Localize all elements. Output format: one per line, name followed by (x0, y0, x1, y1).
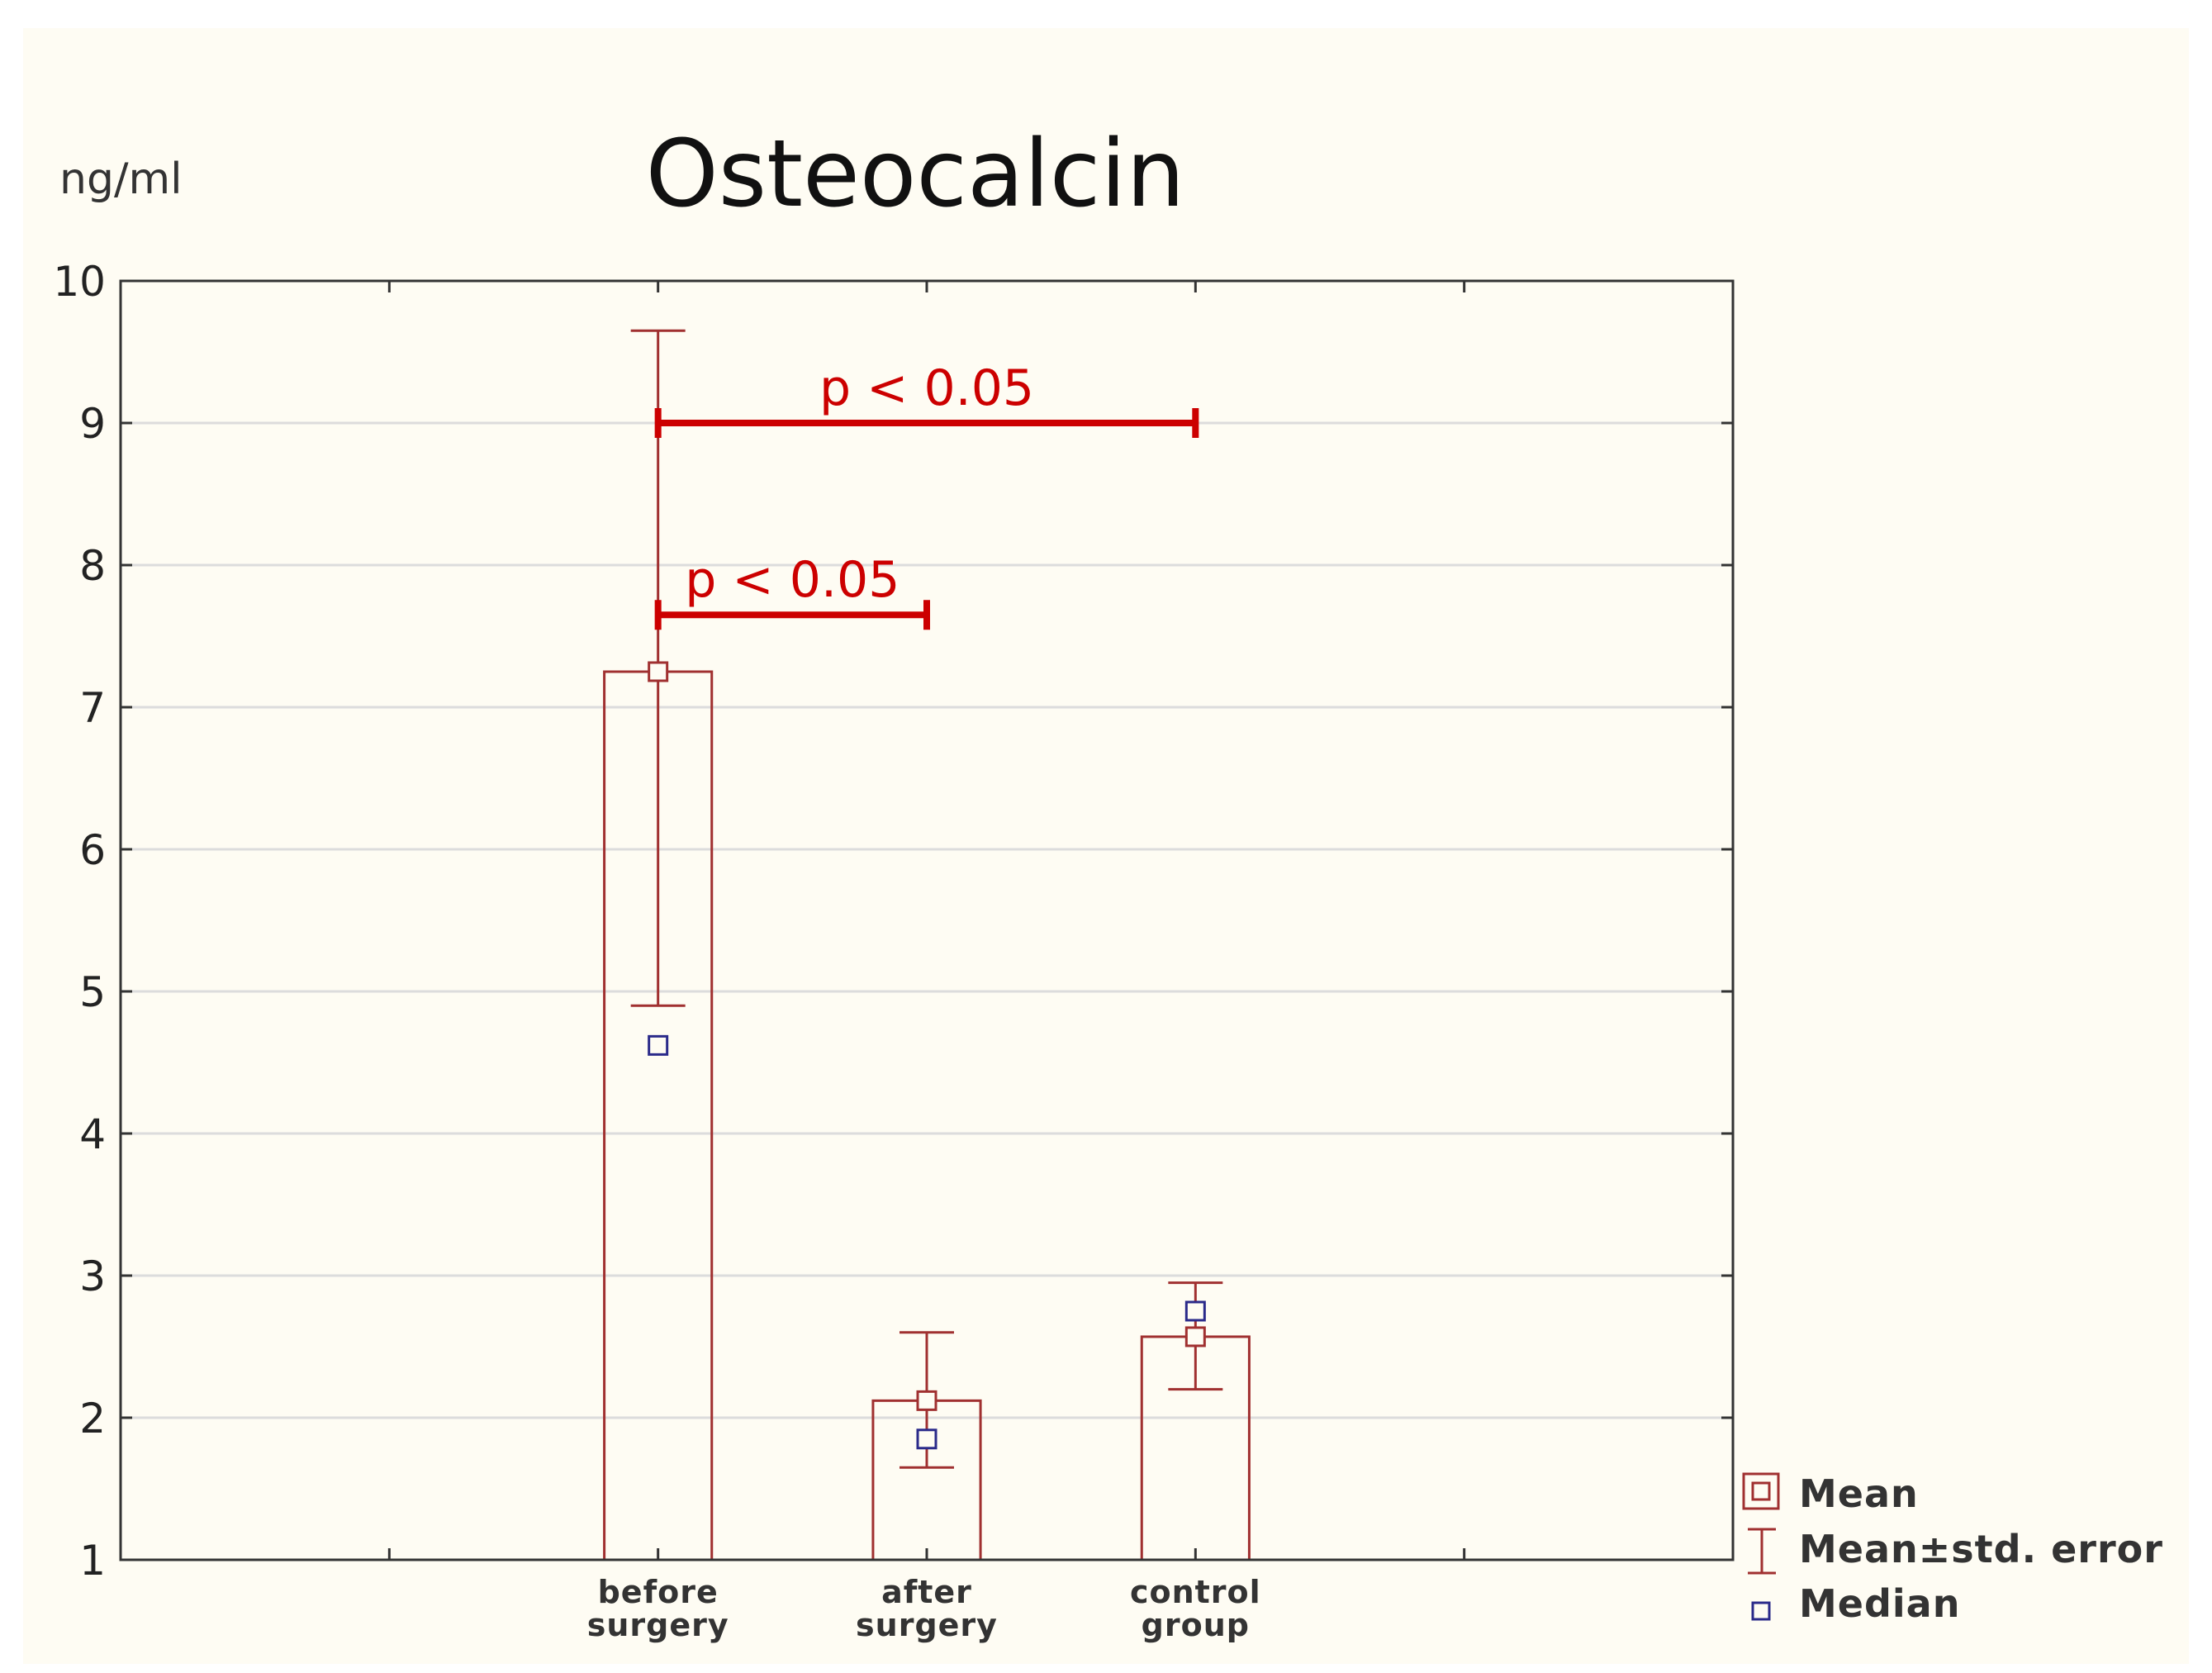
legend: Mean Mean±std. error Median (1742, 1471, 2163, 1626)
legend-mean-swatch-inner (1751, 1481, 1771, 1501)
chart-panel: Osteocalcin ng/ml p < 0.05 p < 0.05 1 2 3 4 5… (23, 28, 2189, 1664)
mean-marker (1184, 1326, 1206, 1347)
legend-median-swatch (1751, 1601, 1771, 1621)
y-tick-label: 6 (79, 826, 106, 874)
y-tick-labels: 1 2 3 4 5 6 7 8 9 10 (53, 258, 106, 1585)
y-tick-label: 4 (79, 1110, 106, 1158)
x-category-label-line2: surgery (856, 1607, 998, 1643)
y-tick-label: 9 (79, 400, 106, 448)
y-tick-label: 1 (79, 1537, 106, 1585)
significance-label: p < 0.05 (819, 359, 1034, 417)
x-category-label-line1: before (598, 1574, 719, 1610)
y-tick-label: 5 (79, 968, 106, 1016)
mean-marker (916, 1390, 937, 1411)
y-tick-label: 8 (79, 542, 106, 590)
legend-error-label: Mean±std. error (1799, 1527, 2163, 1571)
y-tick-label: 10 (53, 258, 106, 306)
axis-ticks (121, 279, 1733, 1561)
x-category-label-line2: surgery (587, 1607, 729, 1643)
y-axis-unit-label: ng/ml (59, 154, 183, 204)
x-category-label-line1: control (1130, 1574, 1261, 1610)
legend-mean-swatch (1742, 1472, 1780, 1510)
y-tick-label: 2 (79, 1395, 106, 1442)
mean-marker (648, 661, 669, 682)
y-tick-label: 7 (79, 684, 106, 732)
markers (648, 661, 1206, 1450)
x-category-label-line1: after (881, 1574, 972, 1610)
median-marker (916, 1428, 937, 1450)
gridlines (121, 421, 1733, 1419)
legend-median-label: Median (1799, 1581, 1960, 1626)
legend-mean-label: Mean (1799, 1471, 1919, 1516)
chart-background (23, 28, 2189, 1664)
osteocalcin-chart: Osteocalcin ng/ml p < 0.05 p < 0.05 1 2 3 4 5… (23, 28, 2189, 1664)
y-tick-label: 3 (79, 1252, 106, 1300)
significance-brackets: p < 0.05 p < 0.05 (654, 359, 1199, 630)
median-marker (648, 1034, 669, 1056)
x-category-label-line2: group (1142, 1607, 1250, 1643)
significance-label: p < 0.05 (685, 551, 900, 609)
median-marker (1184, 1300, 1206, 1322)
chart-title: Osteocalcin (646, 121, 1185, 228)
